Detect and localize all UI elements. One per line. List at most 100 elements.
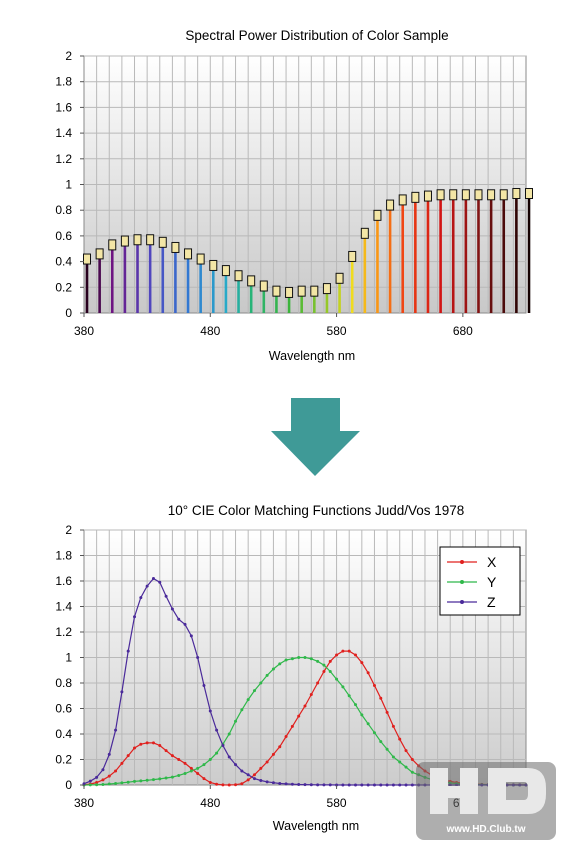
cmf-point-x	[265, 760, 269, 764]
cmf-point-z	[303, 783, 307, 787]
cmf-point-y	[347, 694, 351, 698]
spd-bar-marker	[234, 270, 243, 282]
cmf-point-y	[309, 657, 313, 661]
spd-bar-marker	[108, 239, 117, 251]
cmf-point-z	[366, 783, 370, 787]
spd-bar-marker	[474, 189, 483, 201]
x-tick-label: 380	[74, 796, 94, 810]
cmf-point-z	[290, 782, 294, 786]
spd-bar-marker	[259, 280, 268, 292]
spd-bar-marker	[285, 286, 294, 298]
cmf-point-x	[259, 766, 263, 770]
cmf-point-y	[372, 731, 376, 735]
spd-bar-marker	[449, 189, 458, 201]
cmf-point-z	[341, 783, 345, 787]
cmf-point-y	[164, 776, 168, 780]
cmf-point-y	[101, 782, 105, 786]
cmf-point-x	[95, 780, 99, 784]
y-tick-label: 1.2	[55, 625, 72, 639]
spd-bar-marker	[158, 236, 167, 248]
spd-bar-marker	[133, 234, 142, 246]
cmf-point-y	[151, 778, 155, 782]
cmf-point-y	[170, 775, 174, 779]
cmf-point-z	[391, 783, 395, 787]
cmf-legend: XYZ	[439, 546, 521, 616]
x-tick-label: 480	[200, 796, 220, 810]
spd-bar-marker	[272, 285, 281, 297]
y-tick-label: 1	[65, 651, 72, 665]
cmf-point-y	[107, 782, 111, 786]
cmf-point-x	[133, 746, 137, 750]
cmf-point-y	[139, 779, 143, 783]
cmf-point-y	[322, 663, 326, 667]
cmf-point-z	[246, 773, 250, 777]
spd-bar-marker	[297, 285, 306, 297]
cmf-legend-box	[439, 546, 521, 616]
cmf-point-z	[297, 782, 301, 786]
cmf-point-x	[410, 758, 414, 761]
cmf-point-x	[284, 735, 288, 739]
y-tick-label: 2	[65, 523, 72, 537]
y-tick-label: 1	[65, 178, 72, 192]
cmf-point-x	[101, 778, 105, 782]
cmf-point-z	[240, 769, 244, 773]
cmf-y-ticks: 0 0.2 0.4 0.6 0.8 1 1.2 1.4 1.6 1.8 2	[55, 523, 84, 792]
cmf-point-x	[354, 653, 358, 657]
cmf-point-x	[189, 766, 193, 770]
y-tick-label: 1.8	[55, 549, 72, 563]
cmf-point-y	[271, 667, 275, 671]
spd-bar-marker	[171, 241, 180, 253]
spd-x-axis-label: Wavelength nm	[269, 349, 355, 363]
cmf-point-z	[347, 783, 351, 787]
cmf-point-x	[246, 778, 250, 782]
cmf-point-x	[196, 772, 200, 776]
cmf-point-z	[385, 783, 389, 787]
cmf-point-x	[347, 649, 351, 653]
cmf-point-z	[221, 743, 225, 747]
cmf-point-x	[328, 659, 332, 663]
spd-chart-title: Spectral Power Distribution of Color Sam…	[185, 28, 448, 43]
cmf-point-y	[240, 708, 244, 712]
cmf-point-z	[215, 728, 219, 732]
legend-label-y: Y	[487, 574, 497, 590]
cmf-point-x	[303, 704, 307, 708]
cmf-point-y	[385, 747, 389, 751]
y-tick-label: 1.4	[55, 126, 72, 140]
cmf-point-z	[404, 783, 408, 787]
cmf-point-z	[177, 617, 181, 621]
legend-marker-y	[460, 580, 464, 584]
cmf-point-y	[120, 781, 124, 785]
spd-bar-marker	[487, 189, 496, 201]
cmf-point-x	[379, 696, 383, 700]
cmf-point-x	[202, 777, 206, 781]
y-tick-label: 2	[65, 49, 72, 63]
y-tick-label: 1.2	[55, 152, 72, 166]
cmf-plot-area	[83, 529, 527, 786]
cmf-point-y	[158, 777, 162, 781]
cmf-point-y	[88, 783, 92, 787]
cmf-point-z	[189, 634, 193, 638]
y-tick-label: 0.2	[55, 280, 72, 294]
cmf-point-x	[107, 774, 111, 778]
cmf-point-z	[354, 783, 358, 787]
cmf-point-y	[133, 779, 137, 783]
cmf-point-z	[158, 580, 162, 584]
cmf-point-z	[151, 576, 155, 580]
y-tick-label: 0	[65, 778, 72, 792]
cmf-point-y	[316, 659, 320, 663]
cmf-point-x	[278, 745, 282, 749]
cmf-point-z	[107, 752, 111, 756]
x-tick-label: 480	[200, 324, 220, 338]
cmf-point-z	[379, 783, 383, 787]
x-tick-label: 580	[327, 796, 347, 810]
cmf-point-x	[252, 773, 256, 777]
cmf-point-z	[170, 607, 174, 611]
y-tick-label: 0.8	[55, 676, 72, 690]
cmf-point-x	[158, 743, 162, 747]
cmf-point-z	[126, 649, 130, 653]
y-tick-label: 1.6	[55, 574, 72, 588]
spd-bar-marker	[461, 189, 470, 201]
cmf-point-z	[145, 584, 149, 588]
cmf-point-x	[335, 653, 339, 657]
